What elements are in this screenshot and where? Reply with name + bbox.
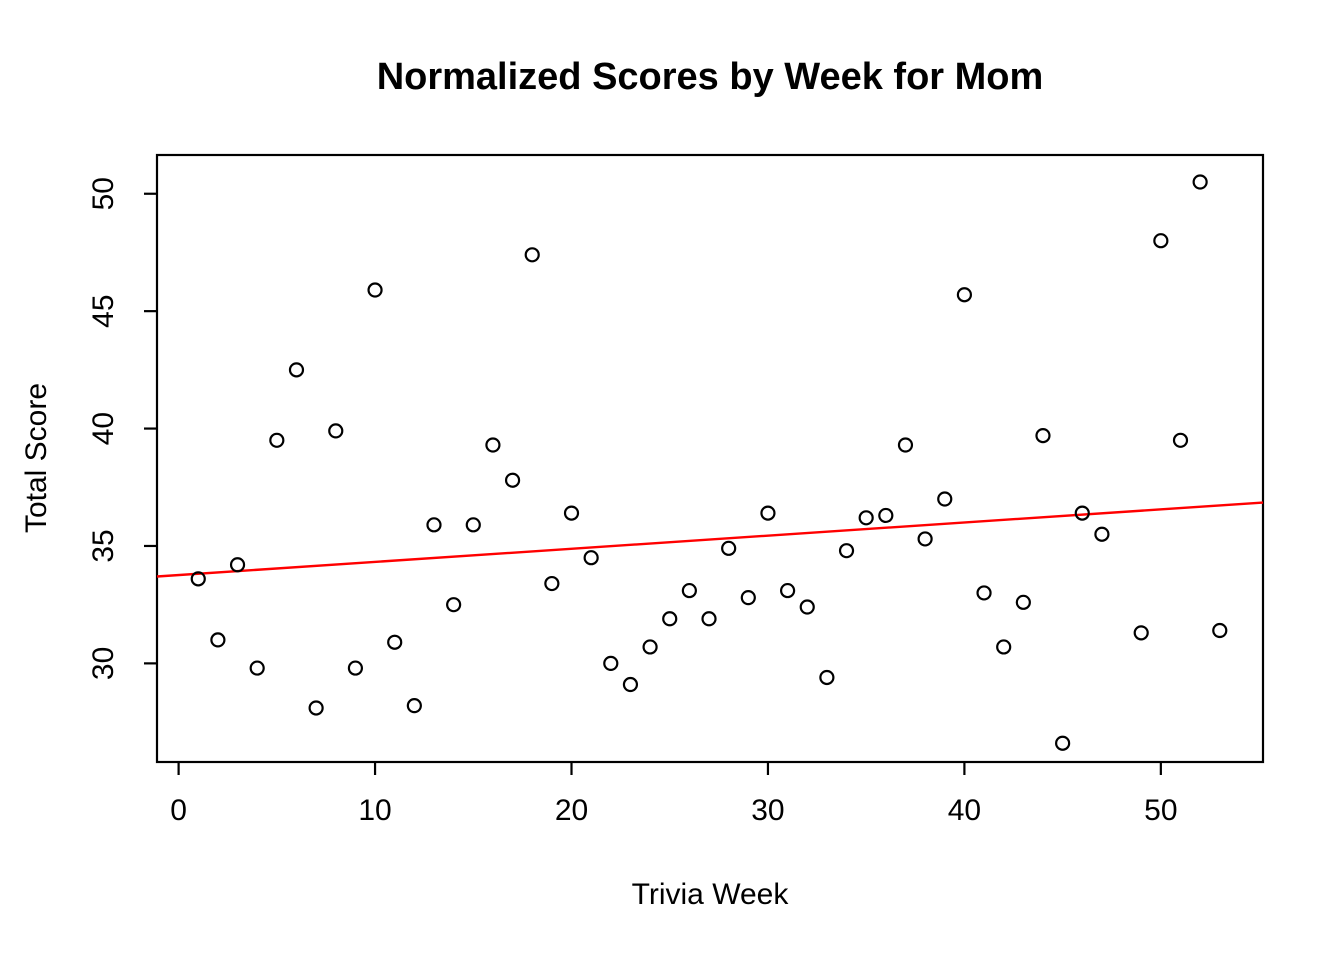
data-point [328, 423, 344, 439]
data-point [504, 472, 521, 488]
x-axis-title: Trivia Week [631, 878, 789, 911]
data-point [288, 362, 305, 378]
data-point [446, 597, 462, 613]
data-point [308, 700, 324, 716]
data-point [229, 557, 246, 573]
data-point [1153, 233, 1169, 249]
data-point [721, 540, 737, 556]
data-point [799, 599, 815, 615]
x-tick-label: 10 [358, 794, 391, 827]
data-point [210, 632, 226, 648]
data-point [249, 660, 265, 676]
data-point [897, 437, 914, 453]
data-point [917, 531, 933, 547]
data-point [406, 698, 422, 714]
data-point [976, 585, 992, 601]
x-tick-label: 30 [751, 794, 784, 827]
data-point [1212, 622, 1228, 639]
x-tick-label: 20 [555, 794, 588, 827]
data-point [996, 639, 1012, 655]
data-point [1055, 735, 1071, 751]
data-point [760, 505, 776, 521]
y-tick-label: 30 [87, 647, 120, 680]
y-tick-label: 50 [87, 177, 120, 210]
data-point [937, 491, 953, 507]
data-point [387, 634, 403, 650]
data-point [465, 517, 481, 533]
data-point [838, 543, 855, 559]
data-point [544, 575, 560, 592]
data-point [1133, 625, 1149, 641]
data-point [858, 510, 874, 526]
data-point [1172, 432, 1189, 448]
data-point [426, 517, 442, 533]
data-point [956, 287, 972, 303]
trend-line [156, 501, 1264, 578]
data-point [563, 505, 580, 521]
plot-border [155, 153, 1265, 764]
data-point [642, 639, 658, 655]
data-point [779, 582, 796, 599]
data-point [524, 247, 540, 263]
data-point [1015, 594, 1031, 610]
data-point [269, 432, 285, 448]
data-point [622, 676, 639, 693]
y-tick-label: 40 [87, 412, 120, 445]
data-point [819, 669, 835, 686]
data-point [583, 550, 599, 566]
data-point [1192, 174, 1208, 190]
data-point [603, 655, 619, 671]
data-point [878, 507, 894, 524]
data-point [485, 437, 501, 453]
y-tick-label: 45 [87, 294, 120, 327]
data-point [681, 582, 697, 599]
x-tick-label: 50 [1144, 794, 1177, 827]
y-tick-label: 35 [87, 529, 120, 562]
x-tick-label: 40 [948, 794, 981, 827]
data-point [1074, 505, 1090, 521]
y-axis-title: Total Score [20, 382, 53, 534]
data-point [367, 282, 383, 298]
x-tick-label: 0 [170, 794, 187, 827]
data-point [347, 660, 364, 676]
data-point [1035, 428, 1051, 444]
data-point [190, 571, 206, 587]
data-point [1094, 526, 1110, 542]
chart-title: Normalized Scores by Week for Mom [376, 56, 1044, 98]
data-point [701, 611, 717, 627]
data-point [740, 590, 756, 606]
data-point [662, 611, 678, 627]
